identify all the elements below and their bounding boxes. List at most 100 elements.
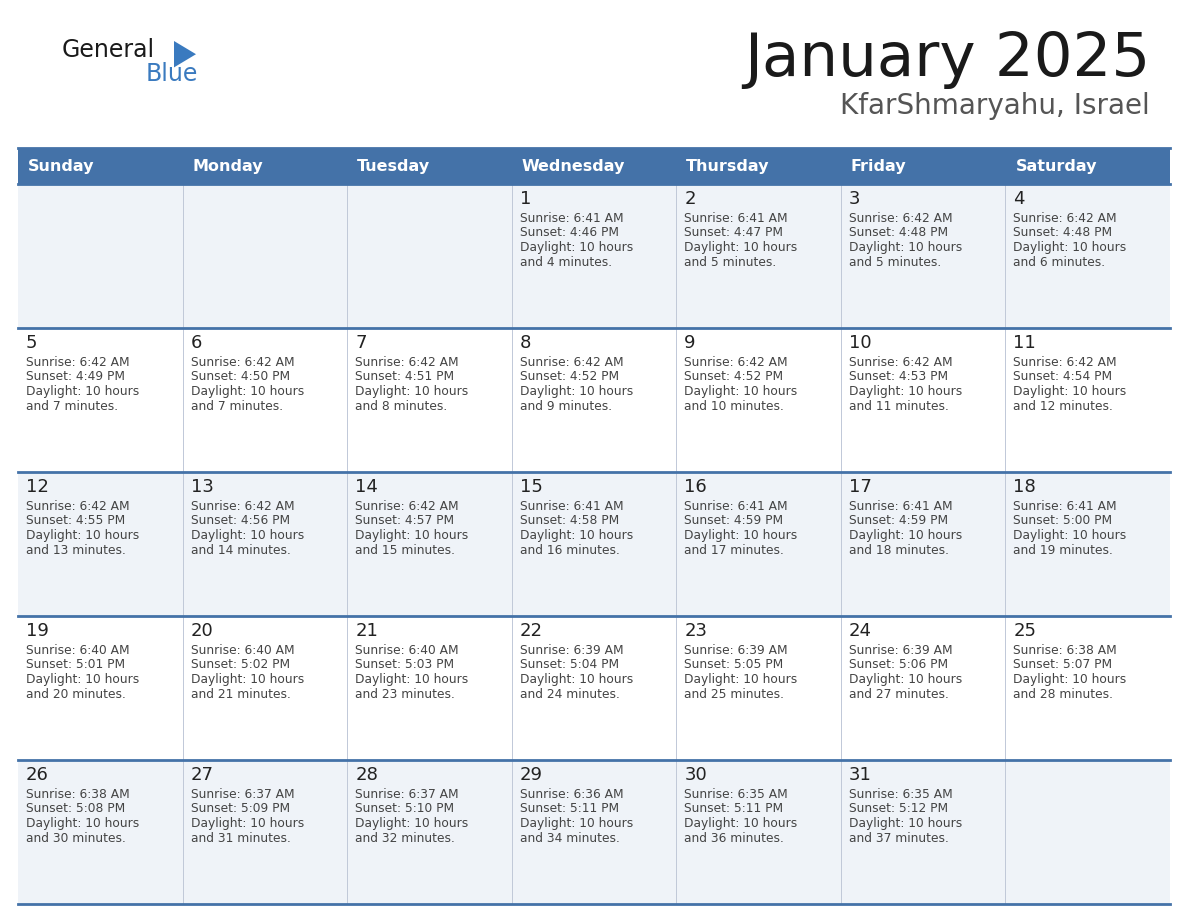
Text: and 20 minutes.: and 20 minutes. [26, 688, 126, 700]
Text: Sunrise: 6:41 AM: Sunrise: 6:41 AM [684, 500, 788, 513]
Bar [18, 184, 1170, 328]
Text: Daylight: 10 hours: Daylight: 10 hours [1013, 673, 1126, 686]
Text: Sunrise: 6:37 AM: Sunrise: 6:37 AM [355, 788, 459, 801]
Text: Daylight: 10 hours: Daylight: 10 hours [26, 385, 139, 398]
Text: Daylight: 10 hours: Daylight: 10 hours [190, 817, 304, 830]
Text: 7: 7 [355, 334, 367, 352]
Text: Sunrise: 6:42 AM: Sunrise: 6:42 AM [1013, 212, 1117, 225]
Text: 2: 2 [684, 190, 696, 208]
Text: January 2025: January 2025 [744, 30, 1150, 89]
Text: Sunset: 5:01 PM: Sunset: 5:01 PM [26, 658, 125, 671]
Text: and 7 minutes.: and 7 minutes. [26, 399, 118, 412]
Text: Sunset: 5:12 PM: Sunset: 5:12 PM [849, 802, 948, 815]
Text: Sunset: 4:52 PM: Sunset: 4:52 PM [519, 371, 619, 384]
Text: Sunset: 5:11 PM: Sunset: 5:11 PM [519, 802, 619, 815]
Text: 18: 18 [1013, 478, 1036, 496]
Text: 17: 17 [849, 478, 872, 496]
Text: and 30 minutes.: and 30 minutes. [26, 832, 126, 845]
Text: and 17 minutes.: and 17 minutes. [684, 543, 784, 556]
Text: 27: 27 [190, 766, 214, 784]
Text: 9: 9 [684, 334, 696, 352]
Text: Sunrise: 6:42 AM: Sunrise: 6:42 AM [190, 356, 295, 369]
Text: Sunset: 5:07 PM: Sunset: 5:07 PM [1013, 658, 1112, 671]
Text: and 19 minutes.: and 19 minutes. [1013, 543, 1113, 556]
Bar [18, 760, 1170, 904]
Text: and 4 minutes.: and 4 minutes. [519, 255, 612, 268]
Text: 13: 13 [190, 478, 214, 496]
Text: and 34 minutes.: and 34 minutes. [519, 832, 620, 845]
Text: Daylight: 10 hours: Daylight: 10 hours [849, 673, 962, 686]
Text: Daylight: 10 hours: Daylight: 10 hours [519, 529, 633, 542]
Text: Saturday: Saturday [1016, 159, 1097, 174]
Text: Monday: Monday [192, 159, 264, 174]
Text: Sunrise: 6:42 AM: Sunrise: 6:42 AM [849, 356, 953, 369]
Polygon shape [173, 41, 196, 67]
Text: KfarShmaryahu, Israel: KfarShmaryahu, Israel [840, 92, 1150, 120]
Text: Sunrise: 6:38 AM: Sunrise: 6:38 AM [26, 788, 129, 801]
Text: and 10 minutes.: and 10 minutes. [684, 399, 784, 412]
Text: Sunset: 4:48 PM: Sunset: 4:48 PM [849, 227, 948, 240]
Text: and 16 minutes.: and 16 minutes. [519, 543, 620, 556]
Text: 11: 11 [1013, 334, 1036, 352]
Text: Sunset: 4:56 PM: Sunset: 4:56 PM [190, 514, 290, 528]
Text: Daylight: 10 hours: Daylight: 10 hours [1013, 529, 1126, 542]
Text: Sunrise: 6:42 AM: Sunrise: 6:42 AM [1013, 356, 1117, 369]
Text: Sunrise: 6:38 AM: Sunrise: 6:38 AM [1013, 644, 1117, 657]
Text: and 32 minutes.: and 32 minutes. [355, 832, 455, 845]
Text: Sunset: 4:47 PM: Sunset: 4:47 PM [684, 227, 783, 240]
Text: 22: 22 [519, 622, 543, 640]
Text: Sunset: 4:59 PM: Sunset: 4:59 PM [684, 514, 783, 528]
Text: Daylight: 10 hours: Daylight: 10 hours [849, 529, 962, 542]
Text: Sunrise: 6:42 AM: Sunrise: 6:42 AM [849, 212, 953, 225]
Text: Sunset: 4:55 PM: Sunset: 4:55 PM [26, 514, 125, 528]
Text: and 37 minutes.: and 37 minutes. [849, 832, 949, 845]
Text: Sunset: 4:58 PM: Sunset: 4:58 PM [519, 514, 619, 528]
Bar [18, 148, 1170, 184]
Text: 28: 28 [355, 766, 378, 784]
Text: Sunrise: 6:39 AM: Sunrise: 6:39 AM [849, 644, 953, 657]
Bar [18, 472, 1170, 616]
Text: Sunrise: 6:42 AM: Sunrise: 6:42 AM [26, 500, 129, 513]
Text: Sunset: 4:54 PM: Sunset: 4:54 PM [1013, 371, 1112, 384]
Text: Sunrise: 6:41 AM: Sunrise: 6:41 AM [1013, 500, 1117, 513]
Text: 23: 23 [684, 622, 707, 640]
Text: Sunrise: 6:40 AM: Sunrise: 6:40 AM [190, 644, 295, 657]
Text: Sunrise: 6:36 AM: Sunrise: 6:36 AM [519, 788, 624, 801]
Text: Sunrise: 6:39 AM: Sunrise: 6:39 AM [684, 644, 788, 657]
Text: Sunrise: 6:42 AM: Sunrise: 6:42 AM [519, 356, 624, 369]
Bar [18, 616, 1170, 760]
Text: Daylight: 10 hours: Daylight: 10 hours [355, 529, 468, 542]
Text: and 8 minutes.: and 8 minutes. [355, 399, 448, 412]
Text: 31: 31 [849, 766, 872, 784]
Text: Sunset: 5:02 PM: Sunset: 5:02 PM [190, 658, 290, 671]
Text: 3: 3 [849, 190, 860, 208]
Text: Daylight: 10 hours: Daylight: 10 hours [519, 673, 633, 686]
Text: and 7 minutes.: and 7 minutes. [190, 399, 283, 412]
Text: and 11 minutes.: and 11 minutes. [849, 399, 949, 412]
Text: 6: 6 [190, 334, 202, 352]
Text: Daylight: 10 hours: Daylight: 10 hours [190, 529, 304, 542]
Text: Daylight: 10 hours: Daylight: 10 hours [355, 673, 468, 686]
Text: Daylight: 10 hours: Daylight: 10 hours [26, 673, 139, 686]
Text: Sunrise: 6:39 AM: Sunrise: 6:39 AM [519, 644, 624, 657]
Text: Daylight: 10 hours: Daylight: 10 hours [519, 241, 633, 254]
Text: and 9 minutes.: and 9 minutes. [519, 399, 612, 412]
Text: Daylight: 10 hours: Daylight: 10 hours [684, 673, 797, 686]
Text: Sunset: 5:03 PM: Sunset: 5:03 PM [355, 658, 454, 671]
Text: Sunset: 4:53 PM: Sunset: 4:53 PM [849, 371, 948, 384]
Text: 19: 19 [26, 622, 49, 640]
Text: Sunset: 4:57 PM: Sunset: 4:57 PM [355, 514, 454, 528]
Text: 1: 1 [519, 190, 531, 208]
Text: Sunrise: 6:42 AM: Sunrise: 6:42 AM [684, 356, 788, 369]
Text: Sunset: 5:00 PM: Sunset: 5:00 PM [1013, 514, 1112, 528]
Text: and 36 minutes.: and 36 minutes. [684, 832, 784, 845]
Text: 21: 21 [355, 622, 378, 640]
Text: Sunrise: 6:35 AM: Sunrise: 6:35 AM [849, 788, 953, 801]
Text: 14: 14 [355, 478, 378, 496]
Text: Sunset: 5:08 PM: Sunset: 5:08 PM [26, 802, 125, 815]
Text: Sunrise: 6:41 AM: Sunrise: 6:41 AM [519, 212, 624, 225]
Text: Sunset: 4:49 PM: Sunset: 4:49 PM [26, 371, 125, 384]
Text: 25: 25 [1013, 622, 1036, 640]
Text: and 6 minutes.: and 6 minutes. [1013, 255, 1106, 268]
Text: and 13 minutes.: and 13 minutes. [26, 543, 126, 556]
